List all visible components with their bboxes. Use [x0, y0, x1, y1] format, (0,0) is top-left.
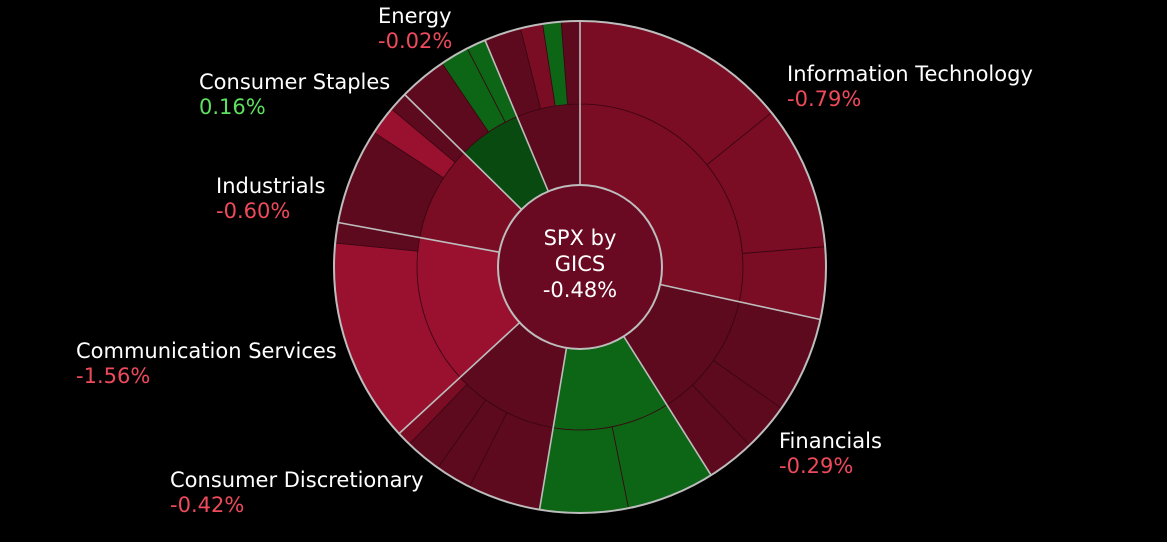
label-change: -1.56%: [76, 364, 151, 388]
sector-divider: [659, 283, 821, 321]
label-name: Consumer Staples: [199, 70, 391, 94]
sector-divider: [398, 321, 521, 435]
label-name: Communication Services: [76, 339, 337, 363]
label-industrials[interactable]: Industrials -0.60%: [216, 174, 325, 224]
sector-divider: [538, 347, 568, 510]
sector-divider: [484, 39, 550, 192]
label-change: -0.60%: [216, 199, 291, 223]
label-change: -0.79%: [787, 87, 862, 111]
label-consumer-staples[interactable]: Consumer Staples 0.16%: [199, 70, 390, 120]
center-label: SPX by GICS -0.48%: [500, 225, 660, 303]
label-financials[interactable]: Financials -0.29%: [779, 429, 882, 479]
label-energy[interactable]: Energy -0.02%: [378, 4, 452, 54]
center-value: -0.48%: [542, 278, 618, 302]
center-title-line2: GICS: [554, 252, 606, 276]
sector-divider: [623, 335, 712, 476]
label-information-technology[interactable]: Information Technology -0.79%: [787, 62, 1033, 112]
label-change: 0.16%: [199, 95, 266, 119]
sector-divider: [404, 93, 523, 211]
center-disc: [497, 184, 663, 350]
center-title-line1: SPX by: [543, 226, 617, 250]
label-change: -0.29%: [779, 454, 854, 478]
label-change: -0.02%: [378, 29, 453, 53]
label-name: Consumer Discretionary: [170, 468, 424, 492]
label-name: Energy: [378, 4, 452, 28]
label-consumer-discretionary[interactable]: Consumer Discretionary -0.42%: [170, 468, 424, 518]
sector-divider: [337, 221, 500, 253]
label-communication-services[interactable]: Communication Services -1.56%: [76, 339, 337, 389]
label-name: Financials: [779, 429, 882, 453]
label-name: Information Technology: [787, 62, 1033, 86]
label-name: Industrials: [216, 174, 326, 198]
label-change: -0.42%: [170, 493, 245, 517]
outer-ring-outline: [333, 20, 827, 514]
